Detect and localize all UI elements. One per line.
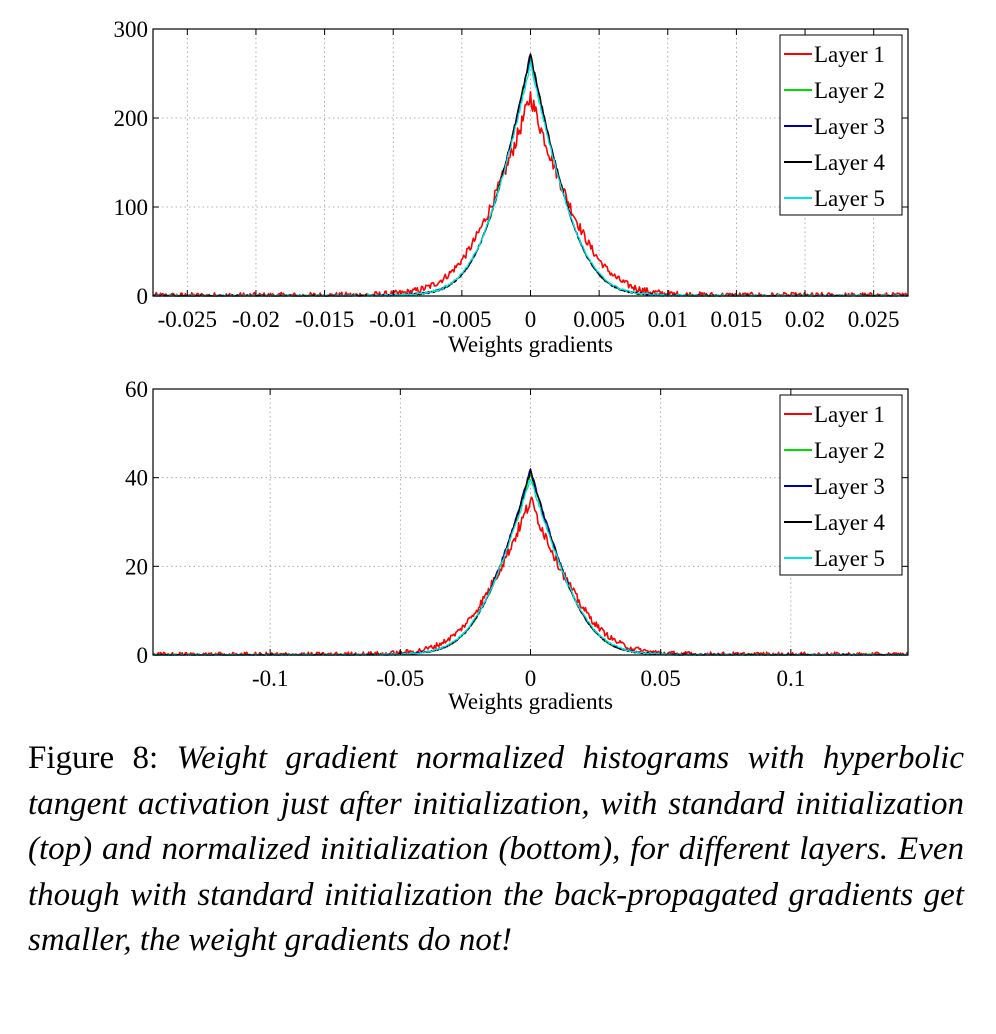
legend-entry: Layer 4 [814, 510, 885, 535]
x-tick-label: 0.005 [573, 307, 625, 332]
legend-entry: Layer 2 [814, 438, 885, 463]
chart-bottom: -0.1 -0.05 0 0.05 0.1 0 20 40 60 Weights gradient… [125, 377, 909, 714]
figure: -0.025 -0.02 -0.015 -0.01 -0.005 0 0.005 0.01 0.… [114, 17, 909, 714]
x-tick-label: -0.005 [432, 307, 491, 332]
x-tick-label: 0 [525, 666, 537, 691]
y-tick-label: 0 [137, 284, 149, 309]
chart-top: -0.025 -0.02 -0.015 -0.01 -0.005 0 0.005 0.01 0.… [114, 17, 909, 357]
x-tick-label: 0.025 [848, 307, 900, 332]
x-axis-label: Weights gradients [448, 332, 613, 357]
x-tick-label: -0.025 [158, 307, 217, 332]
legend-entry: Layer 1 [814, 42, 885, 67]
legend-entry: Layer 2 [814, 78, 885, 103]
legend-entry: Layer 3 [814, 474, 885, 499]
legend: Layer 1 Layer 2 Layer 3 Layer 4 Layer 5 [779, 394, 903, 576]
y-tick-label: 100 [114, 195, 149, 220]
legend-entry: Layer 1 [814, 402, 885, 427]
x-tick-label: -0.1 [252, 666, 288, 691]
x-tick-label: 0.1 [776, 666, 805, 691]
x-tick-label: 0.05 [641, 666, 681, 691]
y-tick-label: 60 [125, 377, 148, 402]
x-tick-label: -0.02 [232, 307, 280, 332]
y-tick-label: 0 [137, 643, 149, 668]
caption-text: Weight gradient normalized histograms wi… [28, 740, 964, 958]
y-tick-label: 40 [125, 466, 148, 491]
x-tick-label: -0.015 [295, 307, 354, 332]
legend-entry: Layer 4 [814, 150, 885, 175]
y-tick-label: 300 [114, 17, 149, 42]
x-axis-label: Weights gradients [448, 689, 613, 714]
y-tick-label: 20 [125, 554, 148, 579]
legend-entry: Layer 3 [814, 114, 885, 139]
figure-caption: Figure 8: Weight gradient normalized his… [28, 736, 964, 964]
x-tick-label: 0.01 [648, 307, 688, 332]
y-tick-label: 200 [114, 106, 149, 131]
x-tick-label: 0.015 [711, 307, 763, 332]
legend-entry: Layer 5 [814, 186, 885, 211]
x-tick-label: -0.01 [369, 307, 417, 332]
x-tick-label: -0.05 [376, 666, 424, 691]
legend-entry: Layer 5 [814, 546, 885, 571]
x-tick-label: 0.02 [785, 307, 825, 332]
x-tick-label: 0 [525, 307, 537, 332]
legend: Layer 1 Layer 2 Layer 3 Layer 4 Layer 5 [779, 34, 903, 216]
caption-label: Figure 8: [28, 740, 159, 776]
